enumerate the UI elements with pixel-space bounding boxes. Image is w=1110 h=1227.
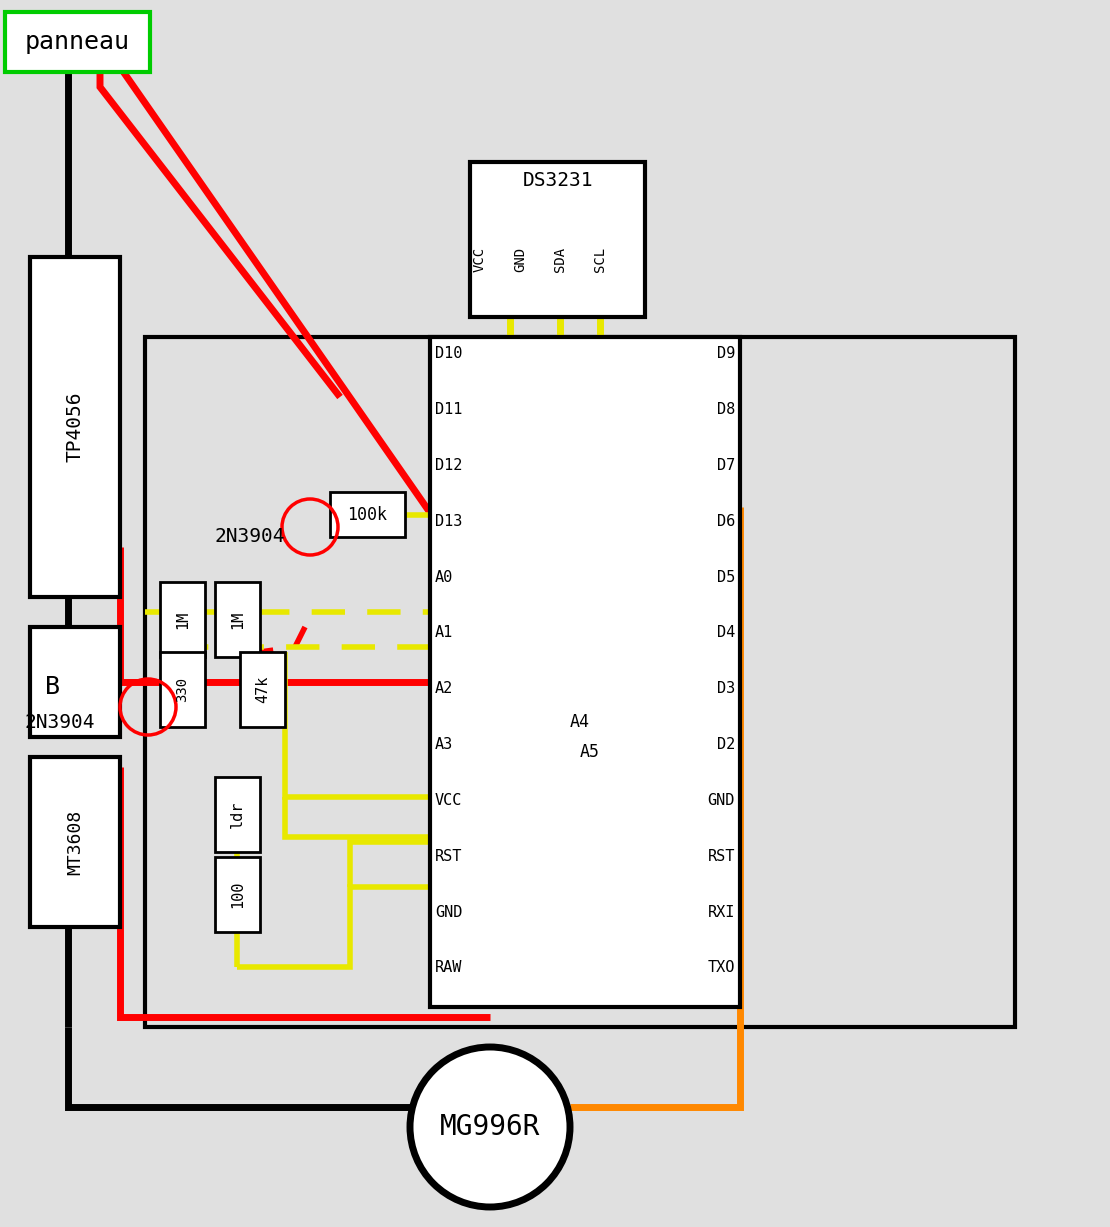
Text: 1M: 1M [230, 610, 245, 628]
Text: D4: D4 [717, 626, 735, 640]
Bar [30, 627, 120, 737]
Text: panneau: panneau [26, 29, 130, 54]
Text: D8: D8 [717, 402, 735, 417]
Circle shape [410, 1047, 571, 1207]
Bar [160, 582, 205, 656]
Text: D2: D2 [717, 737, 735, 752]
Text: D6: D6 [717, 514, 735, 529]
Text: D13: D13 [435, 514, 463, 529]
Text: A0: A0 [435, 569, 453, 584]
Text: A5: A5 [581, 744, 601, 761]
Text: TXO: TXO [708, 961, 735, 975]
Text: VCC: VCC [473, 247, 487, 272]
Text: 100: 100 [230, 881, 245, 908]
Bar [30, 256, 120, 598]
Text: RXI: RXI [708, 904, 735, 919]
Bar [430, 337, 740, 1007]
Bar [470, 162, 645, 317]
Text: GND: GND [513, 247, 527, 272]
Bar [30, 757, 120, 928]
Text: GND: GND [708, 793, 735, 807]
Bar [240, 652, 285, 728]
Text: 2N3904: 2N3904 [215, 528, 285, 546]
Bar [330, 492, 405, 537]
Text: MG996R: MG996R [440, 1113, 541, 1141]
Text: A4: A4 [571, 713, 591, 731]
Text: GND: GND [435, 904, 463, 919]
Text: MT3608: MT3608 [65, 810, 84, 875]
Text: D7: D7 [717, 458, 735, 472]
Text: A2: A2 [435, 681, 453, 696]
Text: 100k: 100k [347, 506, 387, 524]
Text: DS3231: DS3231 [522, 171, 593, 189]
Bar [215, 856, 260, 933]
Bar [6, 12, 150, 72]
Text: RST: RST [708, 849, 735, 864]
Text: B: B [46, 675, 60, 699]
Bar [215, 582, 260, 656]
Text: 330: 330 [175, 677, 190, 702]
Bar [215, 777, 260, 852]
Text: D11: D11 [435, 402, 463, 417]
Text: TP4056: TP4056 [65, 391, 84, 463]
Text: SDA: SDA [553, 247, 567, 272]
Text: RST: RST [435, 849, 463, 864]
Text: SCL: SCL [593, 247, 607, 272]
Text: ldr: ldr [230, 801, 245, 828]
Text: 2N3904: 2N3904 [26, 713, 95, 731]
Text: D10: D10 [435, 346, 463, 361]
Text: 47k: 47k [255, 676, 270, 703]
Text: 1M: 1M [175, 610, 190, 628]
Text: D5: D5 [717, 569, 735, 584]
Text: A1: A1 [435, 626, 453, 640]
Text: RAW: RAW [435, 961, 463, 975]
Text: D12: D12 [435, 458, 463, 472]
Bar [145, 337, 1015, 1027]
Text: D3: D3 [717, 681, 735, 696]
Text: D9: D9 [717, 346, 735, 361]
Text: A3: A3 [435, 737, 453, 752]
Bar [160, 652, 205, 728]
Text: VCC: VCC [435, 793, 463, 807]
